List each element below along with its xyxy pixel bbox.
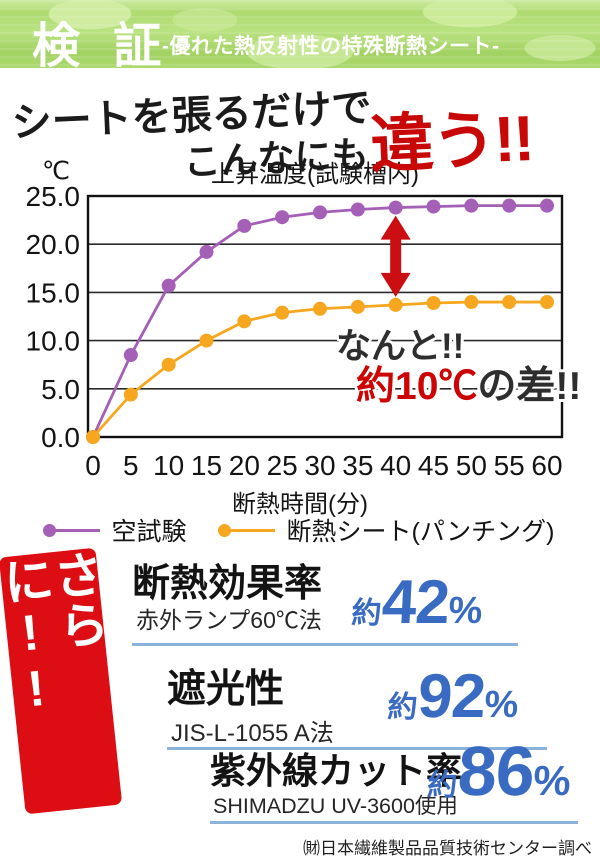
- legend-marker-icon: [217, 523, 275, 537]
- stat-row-3-value: 約 86%: [426, 732, 573, 810]
- stat-separator-3: [210, 821, 578, 824]
- stat-row-2-title: 遮光性: [167, 668, 285, 711]
- stat-row-1-method: 赤外ランプ60℃法: [136, 607, 322, 633]
- stat-row-1-value-number: 42: [380, 568, 451, 637]
- data-point-series-1: [123, 387, 138, 402]
- chart-legend: 空試験 断熱シート(パンチング): [0, 512, 600, 548]
- stat-row-2-value: 約 92%: [386, 662, 520, 731]
- data-point-series-0: [426, 199, 441, 214]
- x-axis-label: 断熱時間(分): [232, 491, 368, 518]
- annotation-line2: 約10℃の差!!: [356, 355, 581, 411]
- legend-label-1: 断熱シート(パンチング): [286, 518, 555, 546]
- stat-row-2-value-unit: %: [483, 684, 520, 726]
- furthermore-ribbon-label: さらに!!: [0, 547, 111, 720]
- data-point-series-1: [199, 333, 214, 348]
- y-tick-label: 25.0: [26, 181, 81, 212]
- x-tick-label: 55: [494, 450, 525, 481]
- furthermore-ribbon: さらに!!: [0, 547, 123, 815]
- x-tick-label: 30: [304, 450, 335, 481]
- legend-item-0: 空試験: [42, 512, 187, 548]
- stat-separator-2: [167, 747, 547, 750]
- headline-line2-prefix: こんなにも: [182, 134, 370, 184]
- y-tick-label: 20.0: [26, 229, 81, 260]
- y-tick-label: 5.0: [41, 374, 80, 405]
- stat-row-3-value-unit: %: [532, 757, 572, 804]
- data-point-series-0: [313, 205, 327, 220]
- data-point-series-0: [388, 200, 403, 215]
- data-point-series-0: [123, 348, 138, 363]
- page-subtitle: -優れた熱反射性の特殊断熱シート-: [162, 35, 500, 58]
- x-tick-label: 10: [153, 450, 184, 481]
- difference-arrow: [380, 215, 411, 297]
- data-point-series-0: [502, 198, 517, 213]
- stat-row-3-title: 紫外線カット率: [210, 750, 463, 791]
- data-point-series-1: [426, 296, 441, 311]
- legend-item-1: 断熱シート(パンチング): [217, 512, 555, 548]
- data-point-series-0: [275, 210, 290, 225]
- annotation-line1: なんと!!: [336, 327, 465, 366]
- y-tick-label: 15.0: [26, 277, 81, 308]
- stat-row-1-value-prefix: 約: [350, 597, 383, 630]
- y-axis-unit-label: ℃: [42, 157, 71, 185]
- data-point-series-1: [161, 357, 176, 372]
- data-point-series-1: [388, 297, 403, 312]
- stat-row-3-value-prefix: 約: [426, 769, 459, 802]
- data-point-series-1: [540, 295, 554, 310]
- data-source-note: ㈶日本繊維製品品質技術センター調べ: [303, 839, 592, 858]
- temperature-line-chart: 25.0 20.0 15.0 10.0 5.0 0.00 5 10 15 20 25 30 35 40 45…: [26, 181, 564, 481]
- x-tick-label: 50: [456, 450, 487, 481]
- legend-dot-icon: [217, 523, 231, 537]
- x-tick-label: 5: [123, 450, 139, 481]
- x-tick-label: 40: [380, 450, 411, 481]
- stat-row-2-value-prefix: 約: [386, 691, 419, 724]
- legend-dot-icon: [42, 523, 56, 537]
- x-tick-label: 25: [267, 450, 298, 481]
- data-point-series-0: [540, 198, 554, 213]
- plot-border: [86, 194, 564, 439]
- data-point-series-0: [199, 244, 214, 259]
- data-point-series-0: [161, 278, 176, 293]
- data-point-series-1: [502, 295, 517, 310]
- annotation-difference-suffix: の差!!: [477, 365, 582, 408]
- data-point-series-1: [350, 299, 365, 314]
- stat-row-2-value-number: 92: [416, 662, 487, 731]
- stat-row-3-value-number: 86: [455, 732, 536, 810]
- data-point-series-1: [275, 305, 290, 320]
- header-banner: 検 証 -優れた熱反射性の特殊断熱シート-: [0, 0, 600, 73]
- headline: シートを張るだけで こんなにも 違う!!: [0, 63, 600, 184]
- x-tick-label: 15: [191, 450, 222, 481]
- stat-row-1-value: 約 42%: [350, 568, 484, 637]
- y-tick-label: 10.0: [26, 326, 81, 357]
- x-tick-label: 20: [229, 450, 260, 481]
- data-point-series-0: [464, 198, 479, 213]
- data-point-series-1: [313, 301, 327, 316]
- stat-separator-1: [132, 643, 518, 646]
- y-tick-label: 0.0: [41, 422, 80, 453]
- data-point-series-1: [464, 295, 479, 310]
- headline-line2-emphasis: 違う!!: [368, 101, 535, 181]
- legend-marker-icon: [42, 523, 100, 537]
- stat-row-2-method: JIS-L-1055 A法: [171, 720, 334, 747]
- stat-row-3-method: SHIMADZU UV-3600使用: [213, 794, 458, 818]
- x-tick-label: 60: [531, 450, 562, 481]
- data-point-series-1: [237, 314, 252, 329]
- data-point-series-0: [237, 218, 252, 233]
- x-tick-label: 0: [85, 450, 101, 481]
- data-point-series-0: [350, 202, 365, 217]
- legend-label-0: 空試験: [111, 518, 187, 546]
- data-point-series-1: [86, 430, 100, 444]
- chart-title: 上昇温度(試験槽内): [211, 161, 419, 188]
- stat-row-1-title: 断熱効果率: [132, 563, 323, 605]
- page-title: 検 証: [32, 20, 172, 73]
- annotation-difference-value: 約10℃: [356, 365, 478, 408]
- x-tick-label: 35: [342, 450, 373, 481]
- stat-row-1-value-unit: %: [447, 590, 484, 632]
- x-tick-label: 45: [418, 450, 449, 481]
